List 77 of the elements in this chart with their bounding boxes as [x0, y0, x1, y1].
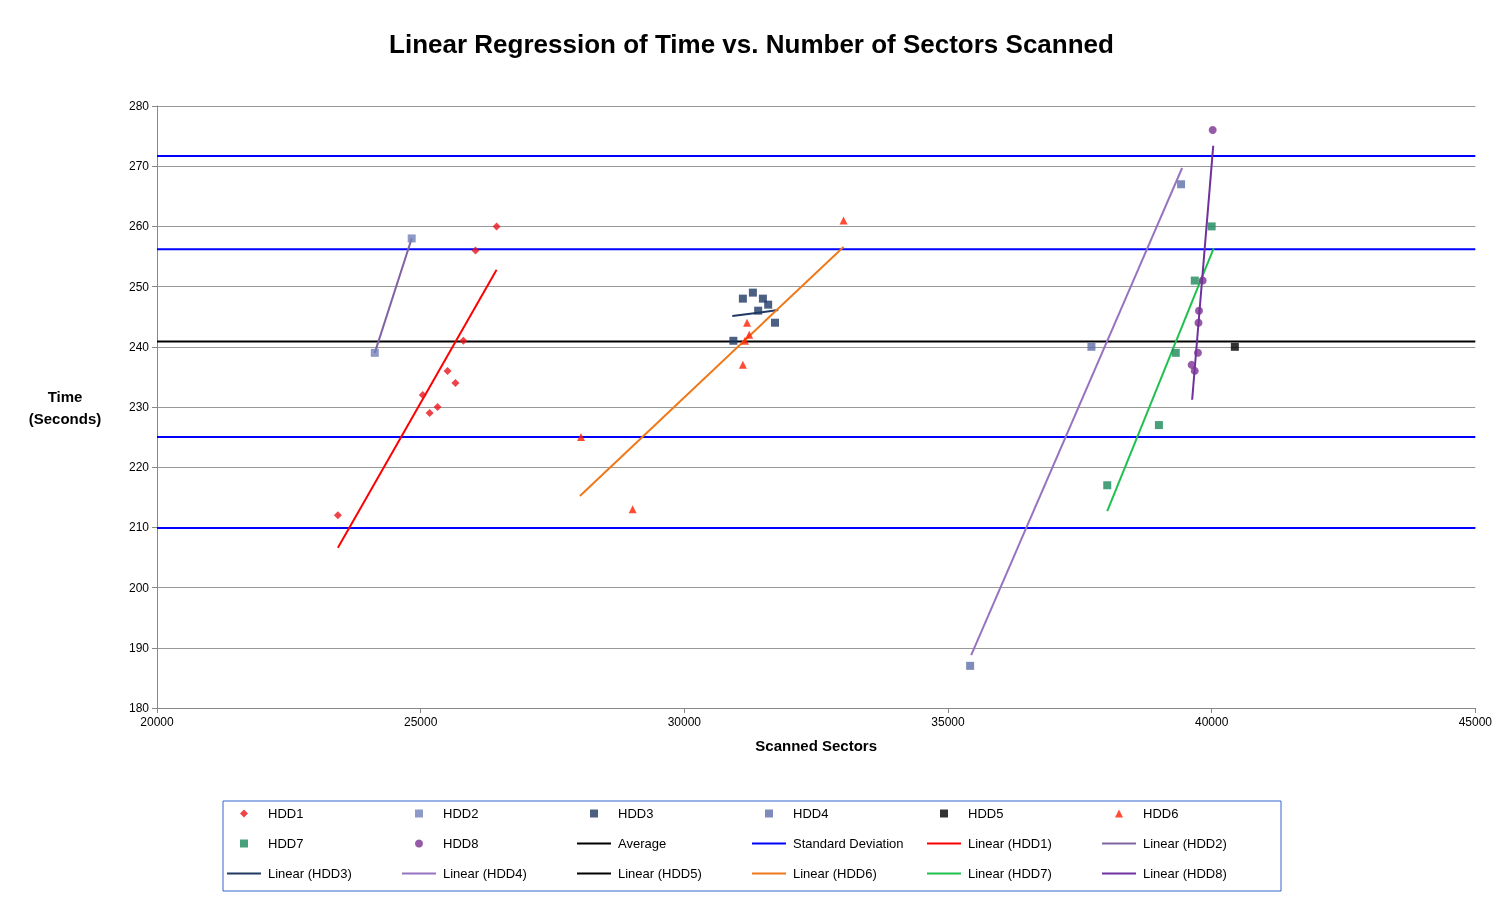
point [745, 330, 754, 339]
point [1190, 366, 1199, 375]
point [966, 661, 975, 670]
point [1154, 421, 1163, 430]
point [492, 222, 501, 231]
point [748, 288, 757, 297]
x-tick-label: 40000 [1194, 715, 1229, 729]
point [738, 294, 747, 303]
point [740, 336, 749, 345]
legend-label: Linear (HDD3) [268, 866, 352, 881]
y-tick-label: 230 [128, 400, 150, 414]
y-tick-label: 190 [128, 640, 150, 655]
legend-label: Linear (HDD6) [793, 866, 877, 881]
chart-title: Linear Regression of Time vs. Number of Sectors Scanned [389, 29, 1114, 59]
y-tick-label: 220 [128, 460, 150, 475]
legend-label: HDD4 [793, 806, 829, 821]
point [1194, 318, 1203, 327]
point [729, 336, 738, 345]
x-tick-label: 30000 [667, 715, 702, 729]
point [443, 366, 452, 375]
y-tick-label: 260 [128, 219, 150, 234]
y-tick-label: 240 [128, 339, 150, 354]
x-tick-label: 45000 [1458, 715, 1493, 729]
legend-label: Linear (HDD4) [443, 866, 527, 881]
legend-label: HDD1 [268, 806, 304, 821]
point [1207, 222, 1216, 231]
point [754, 306, 763, 315]
legend-label: HDD3 [618, 806, 654, 821]
x-tick-label: 25000 [403, 715, 438, 729]
point [1198, 276, 1207, 285]
legend-label: HDD5 [968, 806, 1004, 821]
point [1087, 342, 1096, 351]
legend-label: Linear (HDD5) [618, 866, 702, 881]
point [576, 433, 585, 442]
point [738, 360, 747, 369]
legend-label: HDD2 [443, 806, 479, 821]
point [743, 318, 752, 327]
y-tick-label: 270 [128, 159, 150, 174]
point [1190, 276, 1199, 285]
point [418, 390, 427, 399]
point [471, 246, 480, 255]
y-tick-label: 180 [128, 701, 150, 715]
point [433, 403, 442, 411]
point [771, 318, 780, 327]
legend-label: Standard Deviation [793, 836, 904, 851]
y-axis-title: Time (Seconds) [28, 387, 102, 427]
point [1208, 126, 1217, 135]
y-tick-label: 210 [128, 520, 150, 535]
y-tick-label: 280 [128, 99, 150, 113]
point [1171, 348, 1180, 357]
point [1230, 342, 1239, 351]
legend-label: Linear (HDD2) [1143, 836, 1227, 851]
legend-label: HDD6 [1143, 806, 1179, 821]
point [758, 294, 767, 303]
point [1195, 306, 1203, 315]
point [459, 336, 468, 345]
x-tick-label: 20000 [140, 715, 175, 729]
x-axis-title: Scanned Sectors [755, 737, 878, 754]
point [370, 348, 379, 357]
legend-label: Linear (HDD7) [968, 866, 1052, 881]
legend-label: Average [618, 836, 667, 851]
point [425, 409, 434, 418]
legend-label: Linear (HDD1) [968, 836, 1052, 851]
point [407, 234, 416, 243]
point [333, 511, 342, 520]
y-tick-label: 250 [128, 279, 150, 294]
point [1193, 348, 1202, 357]
y-tick-label: 200 [128, 580, 150, 595]
point [1103, 481, 1112, 490]
point [1177, 180, 1186, 189]
point [764, 300, 773, 309]
legend-label: Linear (HDD8) [1143, 866, 1227, 881]
legend-label: HDD8 [443, 836, 479, 851]
point [1187, 360, 1196, 369]
legend-label: HDD7 [268, 836, 304, 851]
point [451, 378, 460, 387]
x-tick-label: 35000 [931, 715, 965, 729]
